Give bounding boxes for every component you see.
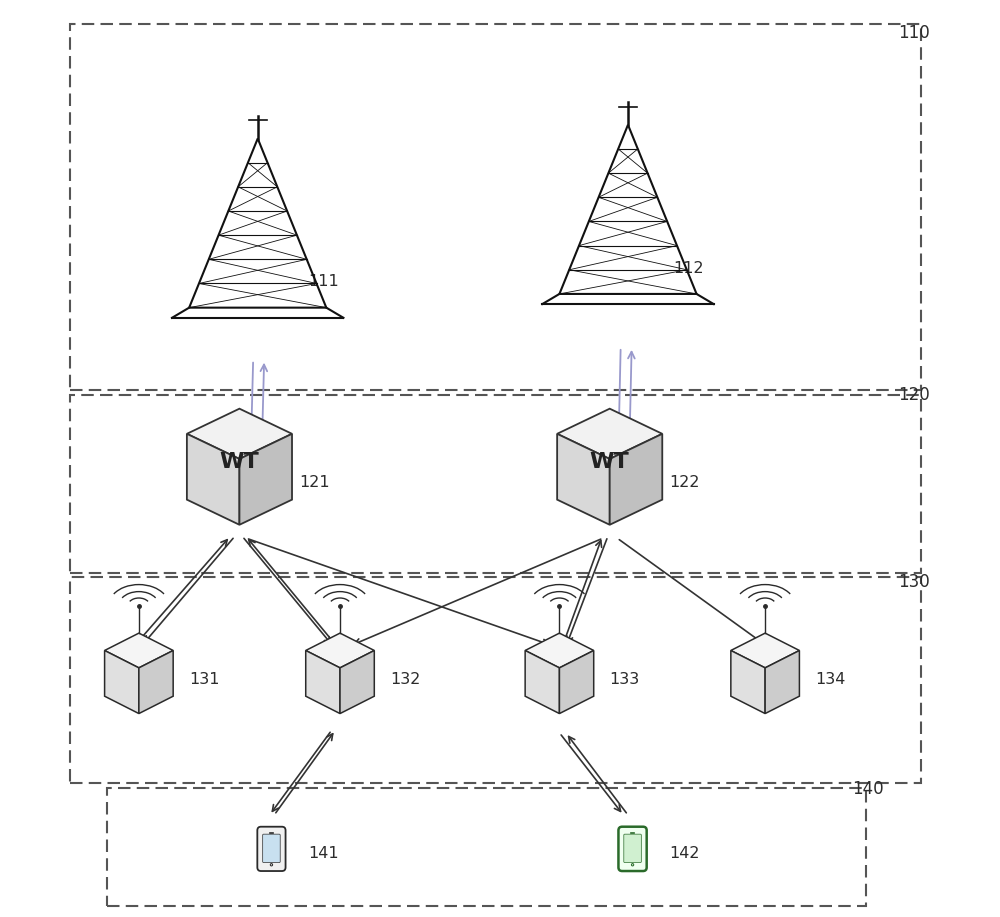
Polygon shape [559,650,594,713]
Text: 110: 110 [898,25,929,42]
Polygon shape [187,409,292,458]
Polygon shape [239,434,292,525]
Polygon shape [139,650,173,713]
Polygon shape [731,650,765,713]
Polygon shape [557,434,610,525]
FancyBboxPatch shape [624,834,641,863]
Text: 112: 112 [674,260,704,276]
Text: 121: 121 [299,476,329,491]
Circle shape [631,864,634,866]
Polygon shape [765,650,799,713]
Polygon shape [306,633,374,668]
Polygon shape [557,409,662,458]
Polygon shape [105,650,139,713]
Text: 130: 130 [898,573,929,591]
Text: 141: 141 [308,846,339,861]
Polygon shape [525,650,559,713]
Text: 140: 140 [852,780,884,799]
Polygon shape [525,633,594,668]
Polygon shape [187,434,239,525]
Text: 120: 120 [898,385,929,403]
Polygon shape [105,633,173,668]
Polygon shape [731,633,799,668]
Text: 122: 122 [669,476,700,491]
Text: 134: 134 [815,672,846,687]
Circle shape [270,864,273,866]
FancyBboxPatch shape [257,827,286,871]
Text: 111: 111 [308,274,339,290]
Text: WT: WT [590,452,630,472]
Text: WT: WT [220,452,259,472]
Polygon shape [306,650,340,713]
Text: 132: 132 [390,672,421,687]
Text: 133: 133 [610,672,640,687]
FancyBboxPatch shape [263,834,280,863]
Text: 142: 142 [669,846,700,861]
Text: 131: 131 [189,672,220,687]
Polygon shape [340,650,374,713]
FancyBboxPatch shape [618,827,647,871]
Polygon shape [610,434,662,525]
